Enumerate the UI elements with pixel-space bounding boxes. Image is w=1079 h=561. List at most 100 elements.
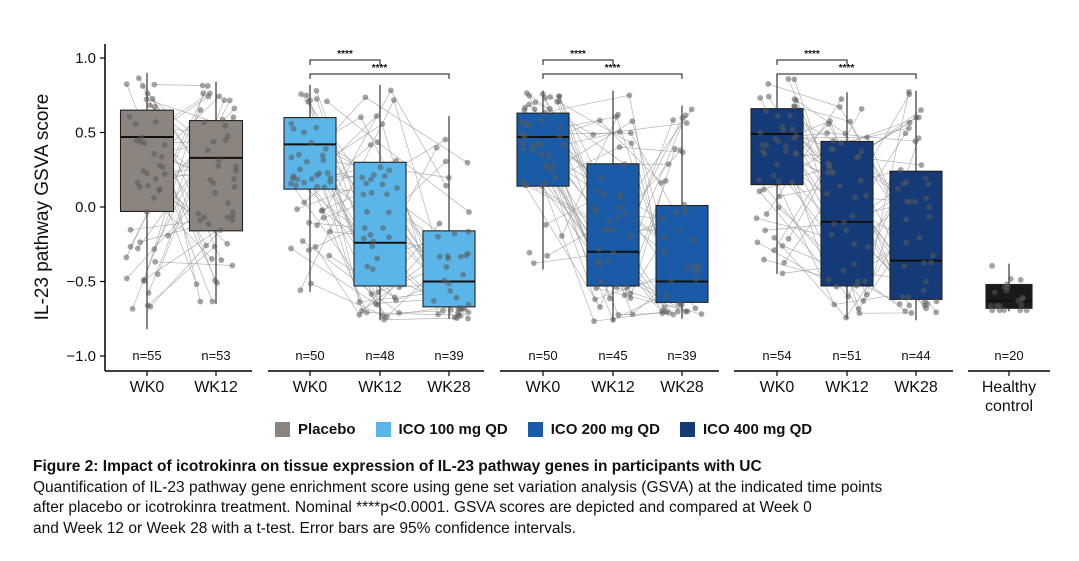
data-point [526,121,533,128]
data-point [233,168,239,174]
paired-line [619,146,683,153]
data-point [670,117,676,123]
data-point [826,163,833,170]
data-point [363,309,370,316]
data-point [862,278,868,285]
x-tick-label: WK0 [293,379,328,396]
data-point [147,102,153,109]
figure-caption: Figure 2: Impact of icotrokinra on tissu… [33,457,1063,539]
data-point [318,208,325,214]
paired-line [384,317,458,320]
data-point [863,291,870,298]
data-point [849,213,856,219]
paired-line [304,144,372,203]
data-point [197,298,204,305]
data-point [836,183,843,189]
data-point [1001,307,1007,313]
x-tick-label: WK12 [358,379,402,396]
data-point [466,209,472,215]
data-point [379,181,386,188]
data-point [313,87,320,94]
data-point [288,154,295,161]
data-point [789,126,796,133]
paired-line [524,185,601,308]
data-point [460,271,467,278]
data-point [294,176,301,183]
data-point [151,150,158,157]
data-point [550,162,557,168]
data-point [201,214,208,221]
paired-line [794,136,868,139]
data-point [622,210,629,217]
data-point [621,292,628,299]
paired-line [560,116,617,129]
data-point [521,133,528,140]
data-point [463,252,469,259]
caption-title: Figure 2: Impact of icotrokinra on tissu… [33,458,762,475]
data-point [903,216,910,223]
data-point [830,137,837,144]
data-point [145,290,152,296]
data-point [920,287,927,294]
data-point [465,228,472,235]
data-point [792,150,799,157]
data-point [779,270,786,277]
data-point [559,142,566,149]
significance-bracket [776,59,848,65]
data-point [627,130,634,136]
data-point [215,163,222,169]
data-point [526,101,532,108]
legend-swatch-placebo [275,422,290,437]
legend: Placebo ICO 100 mg QD ICO 200 mg QD ICO … [275,421,832,438]
data-point [430,298,437,304]
box-plot-chart: 1.0 0.5 0.0 −0.5 −1.0 IL-23 pathway GSVA scor… [32,44,1050,415]
data-point [539,91,546,98]
data-point [374,302,381,308]
data-point [522,104,528,111]
data-point [785,76,792,82]
data-point [543,161,550,168]
data-point [149,95,156,102]
legend-item-ico-100: ICO 100 mg QD [375,421,508,438]
data-point [363,180,370,187]
data-point [753,215,760,222]
data-point [367,141,374,148]
data-point [216,157,222,164]
data-point [658,179,665,186]
data-point [836,104,843,110]
data-point [143,96,150,103]
data-point [195,210,202,217]
data-point [783,148,790,155]
data-point [161,171,168,178]
data-point [303,92,310,99]
data-point [554,98,561,105]
data-point [557,124,564,131]
data-point [845,293,852,300]
data-point [688,106,695,113]
paired-line [310,283,384,317]
data-point [610,316,617,323]
data-point [698,311,705,317]
data-point [829,168,836,175]
data-point [763,142,770,149]
data-point [756,177,762,184]
data-point [539,117,545,124]
data-point [204,82,211,89]
data-point [322,145,329,152]
paired-line [150,229,221,307]
data-point [912,198,919,205]
data-point [193,281,200,288]
data-point [831,220,838,227]
data-point [918,162,925,168]
data-point [387,87,394,94]
data-point [373,113,380,120]
data-point [926,204,933,211]
data-point [628,140,635,147]
data-point [659,215,666,222]
legend-item-ico-400: ICO 400 mg QD [679,421,812,438]
data-point [674,308,681,315]
data-point [782,142,789,149]
y-tick-label: −0.5 [66,274,96,291]
data-point [928,259,934,266]
data-point [672,209,679,216]
